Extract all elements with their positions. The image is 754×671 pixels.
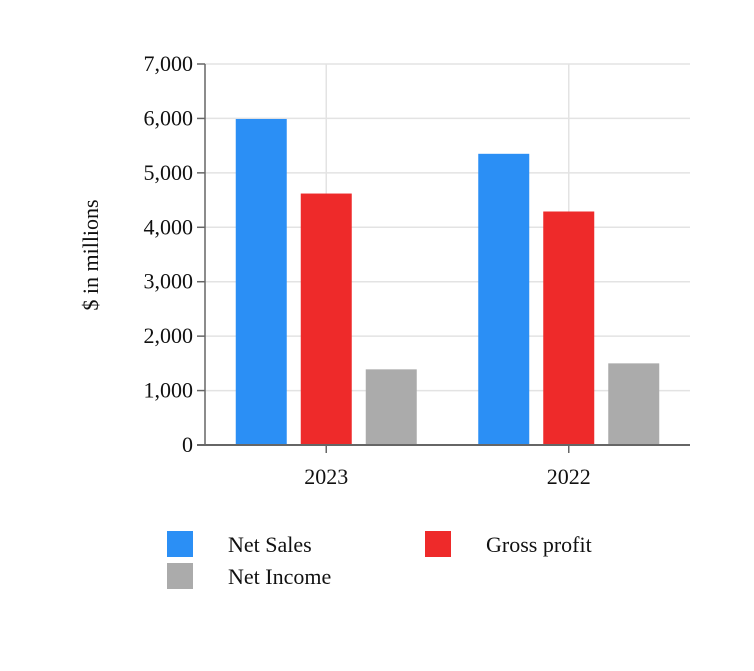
bar-net-sales-2022 bbox=[478, 153, 530, 446]
y-tick-label: 1,000 bbox=[144, 378, 194, 403]
x-tick-labels: 2023 2022 bbox=[304, 464, 591, 489]
x-tick-label: 2022 bbox=[547, 464, 591, 489]
legend-swatch-gross-profit bbox=[425, 531, 451, 557]
y-tick-label: 0 bbox=[182, 432, 193, 457]
legend-label-gross-profit: Gross profit bbox=[486, 532, 592, 557]
legend-label-net-sales: Net Sales bbox=[228, 532, 312, 557]
x-tick-label: 2023 bbox=[304, 464, 348, 489]
axes bbox=[197, 63, 690, 453]
bar-net-income-2023 bbox=[365, 369, 417, 445]
y-tick-label: 2,000 bbox=[144, 323, 194, 348]
legend-swatch-net-income bbox=[167, 563, 193, 589]
bar-net-income-2022 bbox=[608, 363, 660, 445]
bars bbox=[235, 118, 660, 446]
y-tick-label: 4,000 bbox=[144, 214, 194, 239]
y-tick-label: 7,000 bbox=[144, 51, 194, 76]
y-tick-labels: 0 1,000 2,000 3,000 4,000 5,000 6,000 7,000 bbox=[144, 51, 194, 457]
bar-gross-profit-2022 bbox=[543, 211, 595, 445]
y-tick-label: 6,000 bbox=[144, 105, 194, 130]
y-axis-label: $ in millions bbox=[78, 199, 103, 310]
y-tick-label: 3,000 bbox=[144, 269, 194, 294]
y-tick-label: 5,000 bbox=[144, 160, 194, 185]
legend-swatch-net-sales bbox=[167, 531, 193, 557]
legend: Net Sales Gross profit Net Income bbox=[167, 531, 592, 589]
bar-net-sales-2023 bbox=[235, 118, 287, 446]
bar-gross-profit-2023 bbox=[300, 193, 352, 445]
legend-label-net-income: Net Income bbox=[228, 564, 331, 589]
